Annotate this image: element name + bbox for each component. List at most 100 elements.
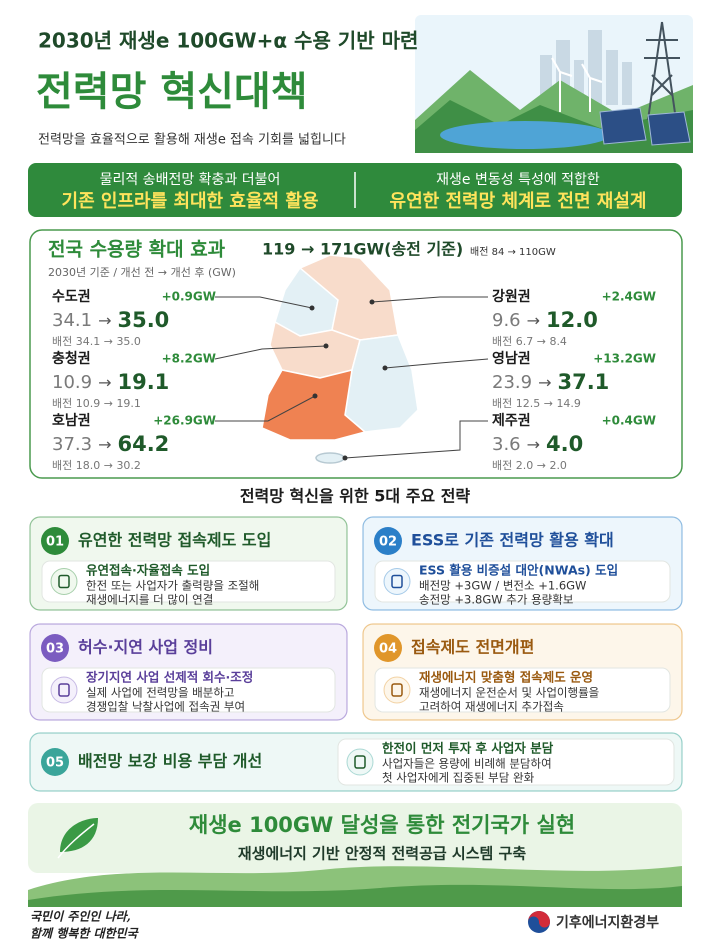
strategy-icon — [50, 568, 78, 595]
region-arrow: → — [527, 435, 540, 454]
region-values: 23.9 → 37.1 — [492, 370, 609, 394]
leaf-vein — [57, 823, 95, 859]
strategy-line: 배전망 +3GW / 변전소 +1.6GW — [419, 579, 586, 593]
strategy-number: 04 — [379, 642, 397, 657]
strategy-line: 실제 사업에 전력망을 배분하고 — [86, 686, 235, 700]
banner-line: 재생e 변동성 특성에 적합한 — [436, 172, 600, 188]
strategy-icon-glyph — [58, 683, 70, 697]
strategy-subtitle: 한전이 먼저 투자 후 사업자 분담 — [382, 741, 554, 756]
strategy-subtitle: 유연접속·자율접속 도입 — [86, 563, 210, 578]
region-arrow: → — [98, 435, 111, 454]
capacity-title: 전국 수용량 확대 효과 — [48, 238, 226, 261]
region-increase: +0.9GW — [162, 290, 216, 304]
region-increase: +2.4GW — [602, 290, 656, 304]
subtitle: 2030년 재생e 100GW+α 수용 기반 마련 — [38, 29, 418, 53]
strategy-icon — [383, 676, 411, 704]
leaf-icon — [60, 818, 98, 852]
strategy-number-badge — [41, 748, 69, 776]
footer-subline: 재생에너지 기반 안정적 전력공급 시스템 구축 — [238, 845, 527, 863]
strategy-number-badge — [374, 634, 402, 662]
strategy-line: 고려하여 재생에너지 추가접속 — [419, 700, 564, 714]
strategy-detail-box — [374, 560, 671, 603]
strategy-subtitle: 장기지연 사업 선제적 회수·조정 — [86, 670, 253, 685]
footer-headline: 재생e 100GW 달성을 통한 전기국가 실현 — [189, 813, 575, 837]
region-name: 영남권 — [492, 350, 531, 367]
strategy-line: 경쟁입찰 낙찰사업에 접속권 부여 — [86, 700, 245, 714]
strategy-line: 한전 또는 사업자가 출력량을 조절해 — [86, 579, 259, 593]
region-after: 4.0 — [546, 432, 583, 456]
title: 전력망 혁신대책 — [36, 69, 308, 115]
region-distribution: 배전 12.5 → 14.9 — [492, 397, 581, 410]
region-before: 10.9 — [52, 372, 92, 393]
map-dots — [309, 299, 388, 461]
strategy-icon — [50, 676, 78, 704]
strategy-detail-box — [41, 667, 336, 713]
region-distribution: 배전 18.0 → 30.2 — [52, 459, 141, 472]
region-increase: +8.2GW — [162, 352, 216, 366]
lake — [440, 121, 610, 149]
region-before: 23.9 — [492, 372, 532, 393]
region-name: 호남권 — [52, 412, 91, 429]
region-after: 64.2 — [117, 432, 169, 456]
strategy-number-badge — [374, 527, 402, 555]
footer-banner — [28, 803, 682, 873]
strategy-title: ESS로 기존 전력망 활용 확대 — [411, 531, 614, 550]
korea-map — [261, 254, 419, 464]
region-before: 9.6 — [492, 310, 521, 331]
strategy-line: 첫 사업자에게 집중된 부담 완화 — [382, 771, 535, 785]
strategy-title: 접속제도 전면개편 — [411, 638, 534, 657]
region-arrow: → — [538, 373, 551, 392]
landscape-front — [28, 884, 682, 907]
region-values: 10.9 → 19.1 — [52, 370, 169, 394]
strategy-icon-glyph — [58, 574, 70, 589]
leader-lines — [214, 296, 489, 459]
banner-highlight: 기존 인프라를 최대한 효율적 활용 — [62, 191, 319, 212]
map-jeju — [315, 452, 345, 464]
strategy-icon-glyph — [391, 574, 403, 589]
region-distribution: 배전 34.1 → 35.0 — [52, 335, 141, 348]
strategy-number-badge — [41, 634, 69, 662]
region-increase: +13.2GW — [593, 352, 656, 366]
region-arrow: → — [98, 373, 111, 392]
strategy-subtitle: ESS 활용 비증설 대안(NWAs) 도입 — [419, 563, 618, 578]
map-honam — [261, 368, 367, 441]
strategy-detail-box — [337, 738, 675, 786]
region-name: 충청권 — [52, 351, 91, 367]
strategy-number: 02 — [379, 535, 397, 550]
capacity-total: 119 → 171GW(송전 기준) — [262, 240, 463, 259]
region-name: 수도권 — [52, 289, 91, 305]
slogan-line: 국민이 주인인 나라, — [30, 910, 131, 924]
strategy-number: 01 — [46, 535, 64, 550]
region-distribution: 배전 6.7 → 8.4 — [492, 335, 567, 348]
capacity-distribution: 배전 84 → 110GW — [470, 246, 556, 258]
solar-panels — [599, 107, 691, 146]
strategy-subtitle: 재생에너지 맞춤형 접속제도 운영 — [419, 670, 593, 685]
slogan-line: 함께 행복한 대한민국 — [30, 927, 140, 941]
region-values: 3.6 → 4.0 — [492, 432, 583, 456]
region-increase: +26.9GW — [153, 414, 216, 428]
region-before: 3.6 — [492, 434, 521, 455]
region-values: 9.6 → 12.0 — [492, 308, 598, 332]
region-before: 37.3 — [52, 434, 92, 455]
strategy-detail-box — [41, 560, 336, 603]
ministry-emblem — [528, 911, 550, 933]
strategy-number-badge — [41, 527, 69, 555]
region-increase: +0.4GW — [602, 414, 656, 428]
region-arrow: → — [527, 311, 540, 330]
region-before: 34.1 — [52, 310, 92, 331]
region-after: 35.0 — [117, 308, 169, 332]
regions: 수도권 +0.9GW 34.1 → 35.0 배전 34.1 → 35.0 충청권 +8.2G… — [52, 288, 656, 472]
region-name: 제주권 — [492, 413, 531, 429]
region-distribution: 배전 2.0 → 2.0 — [492, 459, 567, 472]
strategy-icon — [383, 568, 411, 595]
region-after: 19.1 — [117, 370, 169, 394]
strategy-title: 배전망 보강 비용 부담 개선 — [78, 752, 262, 771]
wind-turbines — [551, 57, 603, 112]
strategy-line: 송전망 +3.8GW 추가 용량확보 — [419, 593, 573, 607]
strategy-title: 허수·지연 사업 정비 — [78, 638, 213, 657]
region-values: 37.3 → 64.2 — [52, 432, 169, 456]
region-after: 37.1 — [557, 370, 609, 394]
